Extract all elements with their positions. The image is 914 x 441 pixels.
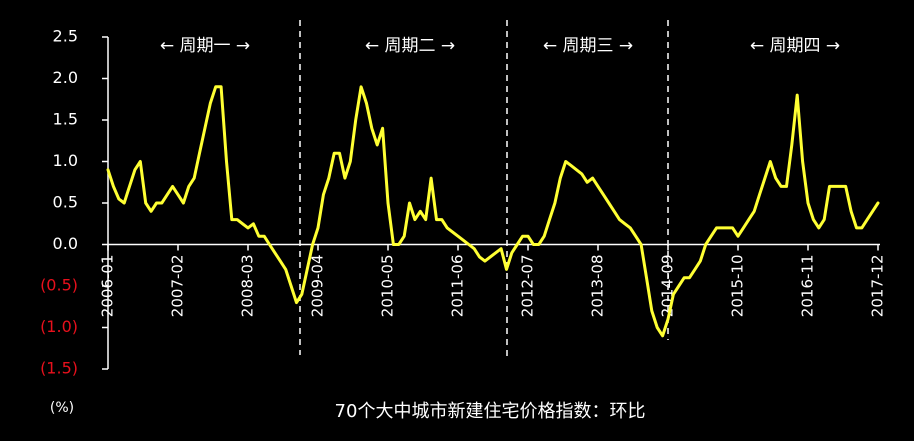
x-tick-label: 2010-05 [379,255,397,318]
period-label: ← 周期四 → [750,36,840,56]
period-label: ← 周期一 → [160,36,250,56]
y-tick-label: 0.0 [53,234,78,253]
x-tick-label: 2007-02 [169,255,187,318]
period-label: ← 周期二 → [365,36,455,56]
x-tick-label: 2015-10 [729,255,747,318]
y-tick-label: (0.5) [40,276,78,295]
y-tick-label: 2.5 [53,27,78,46]
x-tick-label: 2009-04 [309,255,327,318]
x-tick-label: 2013-08 [589,255,607,318]
y-tick-label: 1.0 [53,151,78,170]
x-tick-label: 2006-01 [99,255,117,318]
unit-label: (%) [50,400,74,416]
x-tick-label: 2011-06 [449,255,467,318]
x-tick-label: 2016-11 [799,255,817,318]
period-label: ← 周期三 → [543,36,633,56]
y-tick-label: (1.5) [40,359,78,378]
x-tick-label: 2014-09 [659,255,677,318]
y-tick-label: 1.5 [53,110,78,129]
chart-title: 70个大中城市新建住宅价格指数：环比 [335,401,646,422]
x-tick-label: 2017-12 [869,255,887,318]
y-tick-label: 0.5 [53,193,78,212]
y-tick-label: (1.0) [40,317,78,336]
x-tick-label: 2008-03 [239,255,257,318]
y-tick-label: 2.0 [53,68,78,87]
data-line [106,85,880,338]
x-tick-label: 2012-07 [519,255,537,318]
